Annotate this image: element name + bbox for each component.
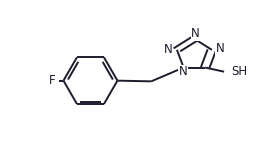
Text: N: N (216, 42, 225, 55)
Text: SH: SH (231, 65, 247, 78)
Text: N: N (191, 27, 200, 40)
Text: F: F (49, 74, 55, 87)
Text: N: N (178, 65, 187, 78)
Text: N: N (164, 43, 173, 56)
